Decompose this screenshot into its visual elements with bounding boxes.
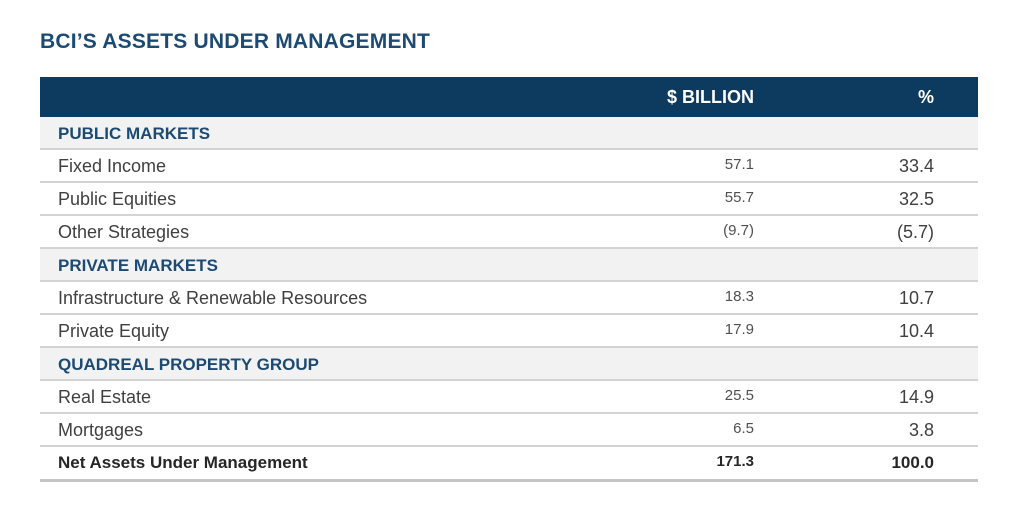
row-billion: 17.9 [724,321,754,338]
row-percent: 33.4 [898,156,934,176]
row-billion: 55.7 [724,189,754,206]
row-billion: 6.5 [733,420,754,437]
table-row-mortgages: Mortgages 6.5 3.8 [40,414,978,447]
row-percent: 10.4 [898,321,934,341]
table-row-real-estate: Real Estate 25.5 14.9 [40,381,978,414]
row-billion: (9.7) [723,222,754,239]
table-header: $ BILLION % [40,77,978,117]
table-row-total: Net Assets Under Management 171.3 100.0 [40,447,978,482]
section-private-markets: PRIVATE MARKETS [40,249,978,282]
section-quadreal: QUADREAL PROPERTY GROUP [40,348,978,381]
row-percent: 32.5 [898,189,934,209]
table-row-other-strategies: Other Strategies (9.7) (5.7) [40,216,978,249]
total-percent: 100.0 [891,453,934,472]
row-label: Fixed Income [58,156,167,176]
row-percent: 14.9 [898,387,934,407]
row-percent: 3.8 [908,420,934,440]
total-billion: 171.3 [716,453,754,470]
header-percent: % [917,87,934,107]
row-label: Public Equities [58,189,177,209]
aum-table: $ BILLION % PUBLIC MARKETS Fixed Income … [40,77,978,482]
row-billion: 18.3 [724,288,754,305]
row-label: Other Strategies [58,222,190,242]
row-label: Real Estate [58,387,152,407]
section-public-markets: PUBLIC MARKETS [40,117,978,150]
table-row-fixed-income: Fixed Income 57.1 33.4 [40,150,978,183]
table-row-infrastructure: Infrastructure & Renewable Resources 18.… [40,282,978,315]
header-billion: $ BILLION [666,87,754,107]
row-percent: (5.7) [896,222,934,242]
row-label: Infrastructure & Renewable Resources [58,288,368,308]
section-label: PUBLIC MARKETS [58,124,211,143]
total-label: Net Assets Under Management [58,453,308,472]
page-title: BCI’S ASSETS UNDER MANAGEMENT [40,30,431,53]
row-label: Private Equity [58,321,170,341]
row-percent: 10.7 [898,288,934,308]
table-row-private-equity: Private Equity 17.9 10.4 [40,315,978,348]
section-label: QUADREAL PROPERTY GROUP [58,355,320,374]
table-row-public-equities: Public Equities 55.7 32.5 [40,183,978,216]
row-label: Mortgages [58,420,144,440]
row-billion: 57.1 [724,156,754,173]
row-billion: 25.5 [724,387,754,404]
section-label: PRIVATE MARKETS [58,256,218,275]
